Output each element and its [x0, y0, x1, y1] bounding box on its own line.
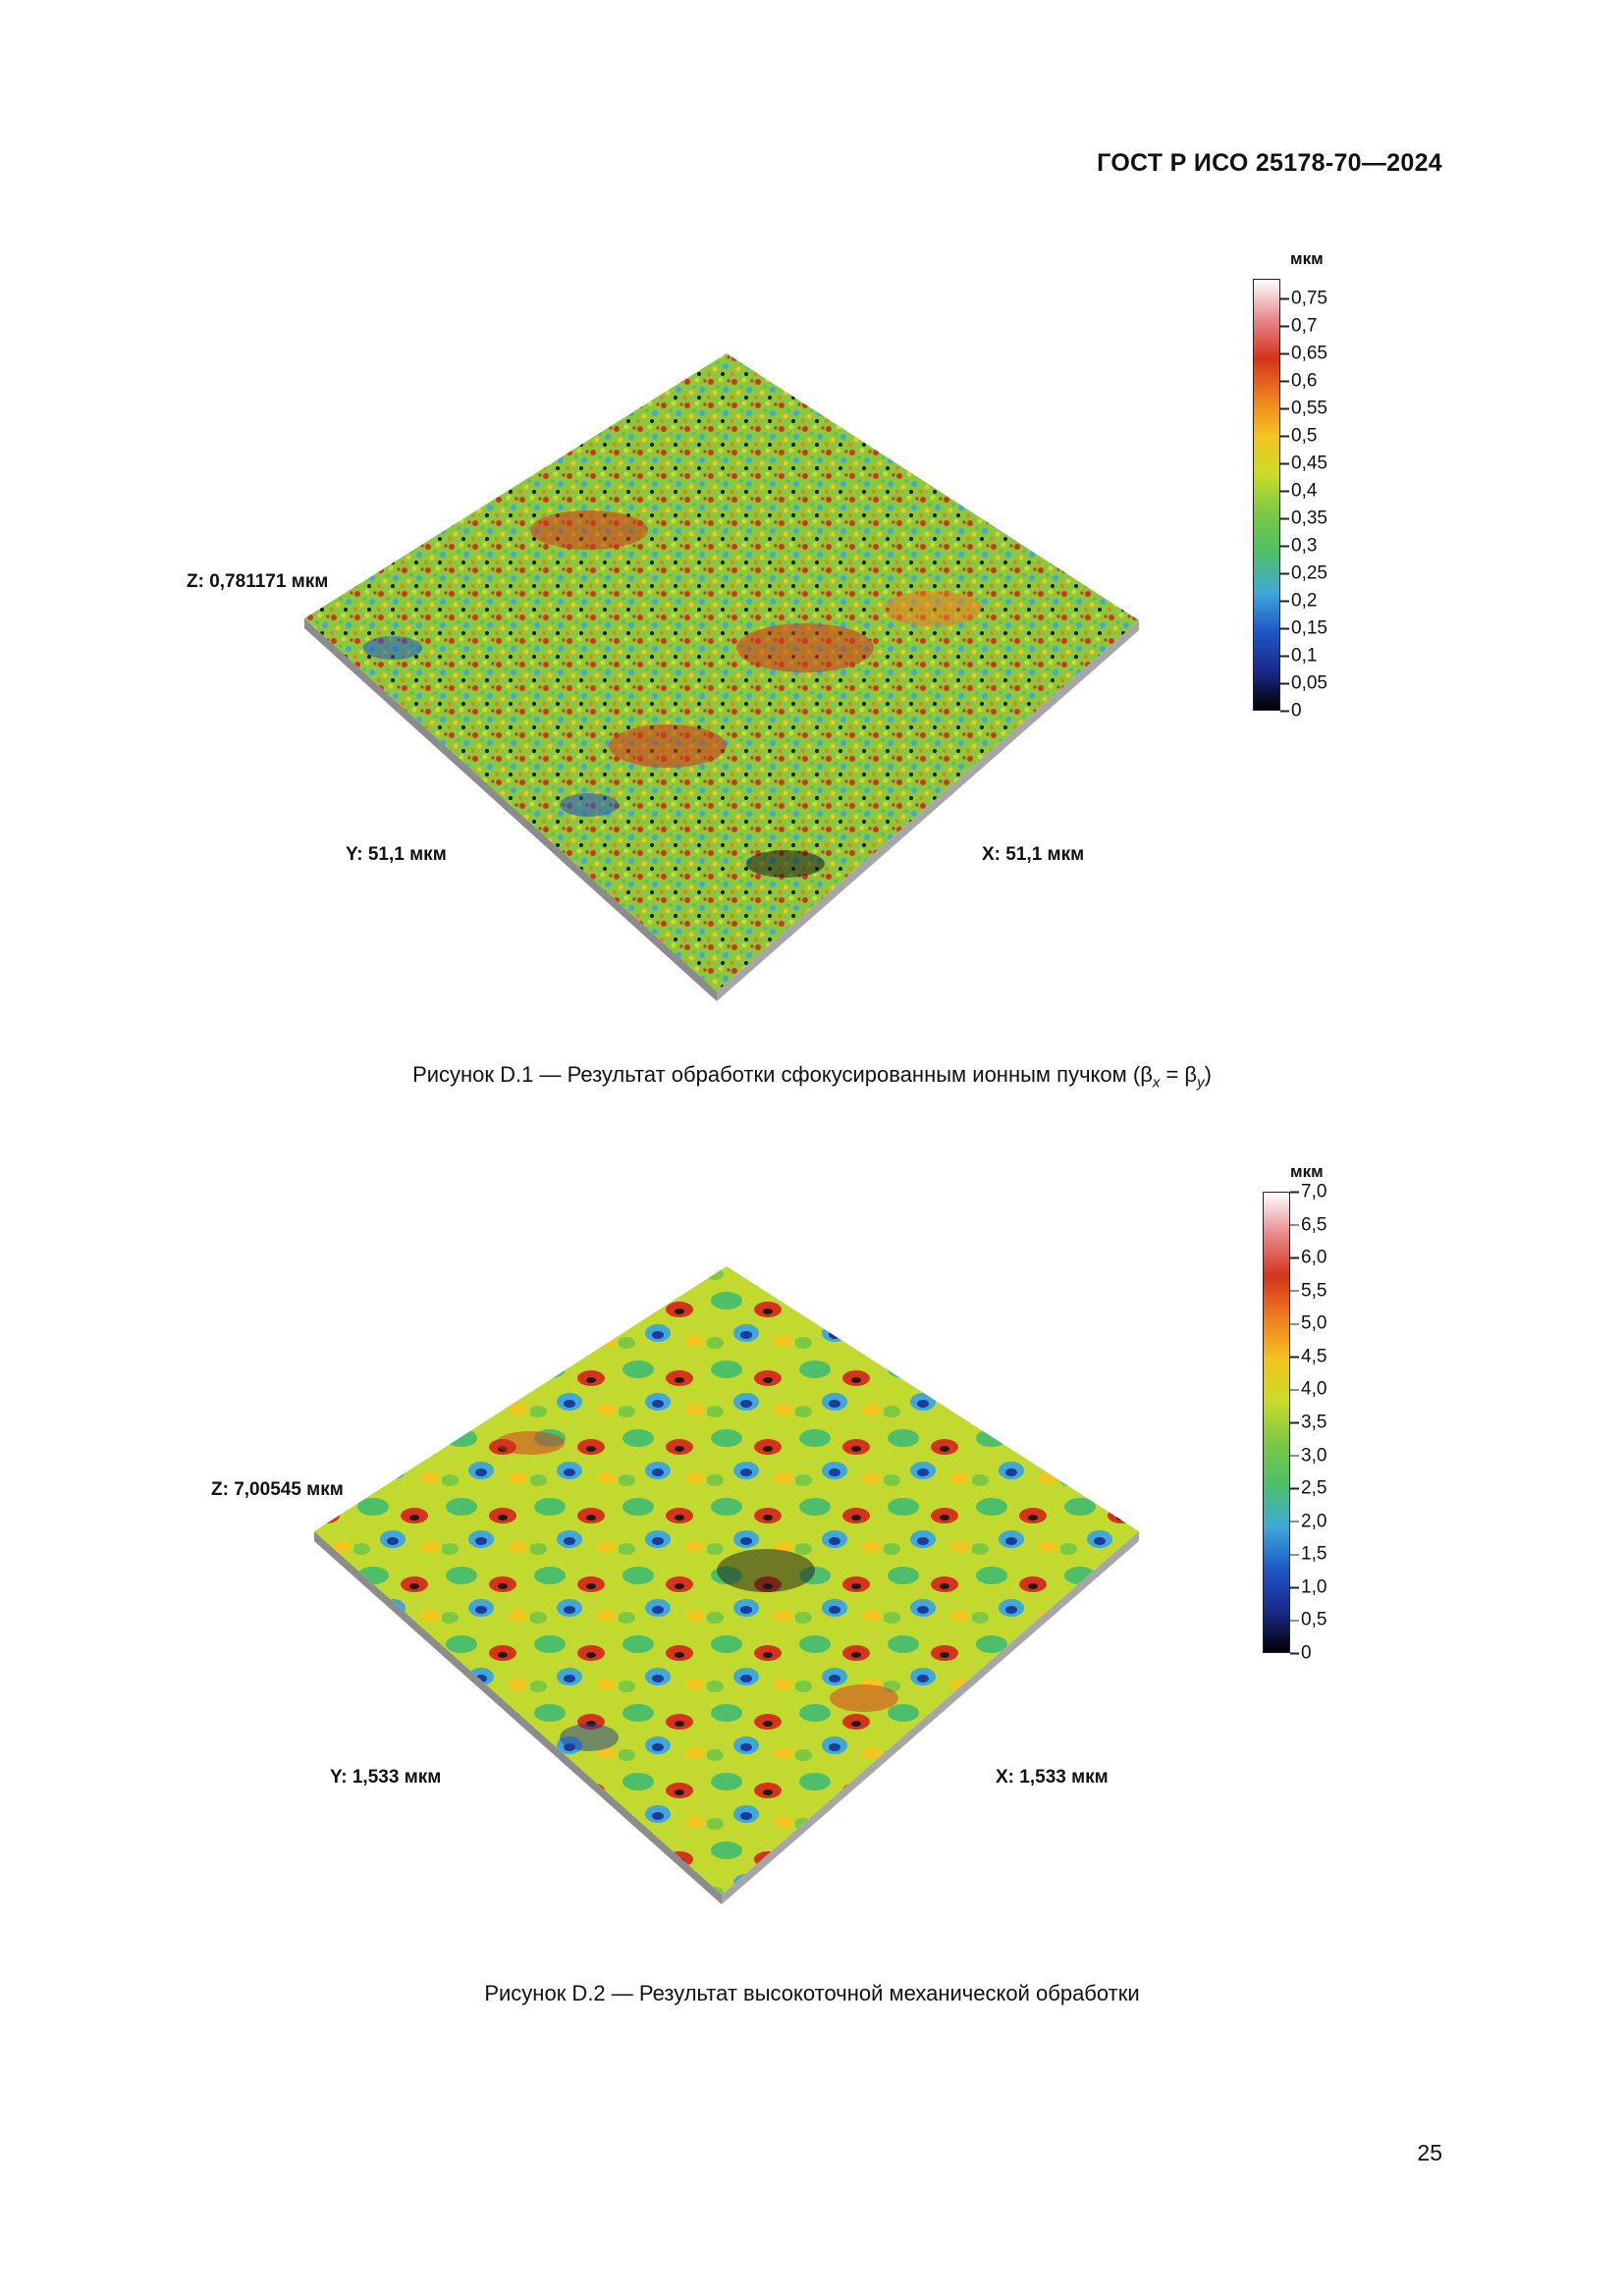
- colorbar-tick-label: 0,2: [1280, 592, 1317, 611]
- x-axis-label: X: 1,533 мкм: [996, 1767, 1109, 1788]
- z-axis-label: Z: 7,00545 мкм: [211, 1479, 344, 1500]
- figure-caption: Рисунок D.1 — Результат обработки сфокус…: [412, 1062, 1212, 1092]
- figure-2: Z: 7,00545 мкм Y: 1,533 мкм X: 1,533 мкм…: [0, 1148, 1624, 2032]
- colorbar-tick-label: 0,45: [1280, 454, 1327, 473]
- surface-plot-1: [304, 353, 1139, 1001]
- document-header: ГОСТ Р ИСО 25178-70—2024: [1097, 149, 1442, 177]
- y-axis-label: Y: 51,1 мкм: [346, 844, 447, 865]
- color-scale-bar: [1263, 1192, 1290, 1653]
- figure-1: Z: 0,781171 мкм Y: 51,1 мкм X: 51,1 мкм …: [0, 236, 1624, 1099]
- colorbar-tick-label: 4,0: [1290, 1380, 1326, 1399]
- colorbar-tick-label: 0,65: [1280, 345, 1327, 363]
- colorbar-tick-label: 3,5: [1290, 1414, 1326, 1432]
- colorbar-tick-label: 0,15: [1280, 619, 1327, 638]
- figure-caption: Рисунок D.2 — Результат высокоточной мех…: [484, 1981, 1140, 2005]
- colorbar-tick-label: 0,55: [1280, 400, 1327, 418]
- colorbar-tick-label: 0: [1290, 1644, 1312, 1663]
- colorbar-tick-label: 6,5: [1290, 1215, 1326, 1234]
- colorbar-tick-label: 0,5: [1290, 1611, 1326, 1629]
- colorbar-unit: мкм: [1290, 249, 1324, 268]
- colorbar-tick-label: 2,0: [1290, 1512, 1326, 1530]
- colorbar-tick-label: 4,5: [1290, 1347, 1326, 1365]
- x-axis-label: X: 51,1 мкм: [982, 844, 1085, 865]
- colorbar-tick-label: 0,1: [1280, 647, 1317, 666]
- y-axis-label: Y: 1,533 мкм: [330, 1767, 442, 1788]
- colorbar-tick-label: 0,05: [1280, 674, 1327, 693]
- colorbar-tick-label: 0,4: [1280, 482, 1317, 501]
- colorbar-tick-label: 5,5: [1290, 1281, 1326, 1300]
- colorbar-tick-label: 1,5: [1290, 1545, 1326, 1564]
- color-scale-bar: [1253, 279, 1280, 711]
- surface-plot-2: [314, 1266, 1139, 1904]
- colorbar-tick-label: 0,7: [1280, 317, 1317, 336]
- colorbar-tick-label: 6,0: [1290, 1249, 1326, 1267]
- colorbar-tick-label: 1,0: [1290, 1577, 1326, 1596]
- colorbar-tick-label: 0,35: [1280, 509, 1327, 528]
- colorbar-tick-label: 0,6: [1280, 372, 1317, 391]
- colorbar-unit: мкм: [1290, 1162, 1324, 1181]
- colorbar-tick-label: 5,0: [1290, 1314, 1326, 1333]
- colorbar-tick-label: 0,3: [1280, 537, 1317, 556]
- colorbar-tick-label: 7,0: [1290, 1183, 1326, 1201]
- colorbar-tick-label: 2,5: [1290, 1479, 1326, 1498]
- colorbar-tick-label: 0: [1280, 702, 1302, 721]
- colorbar-tick-label: 0,5: [1280, 427, 1317, 446]
- page-number: 25: [1417, 2140, 1442, 2165]
- colorbar-tick-label: 0,75: [1280, 290, 1327, 308]
- colorbar-tick-label: 0,25: [1280, 564, 1327, 583]
- colorbar-tick-label: 3,0: [1290, 1446, 1326, 1465]
- z-axis-label: Z: 0,781171 мкм: [187, 571, 329, 592]
